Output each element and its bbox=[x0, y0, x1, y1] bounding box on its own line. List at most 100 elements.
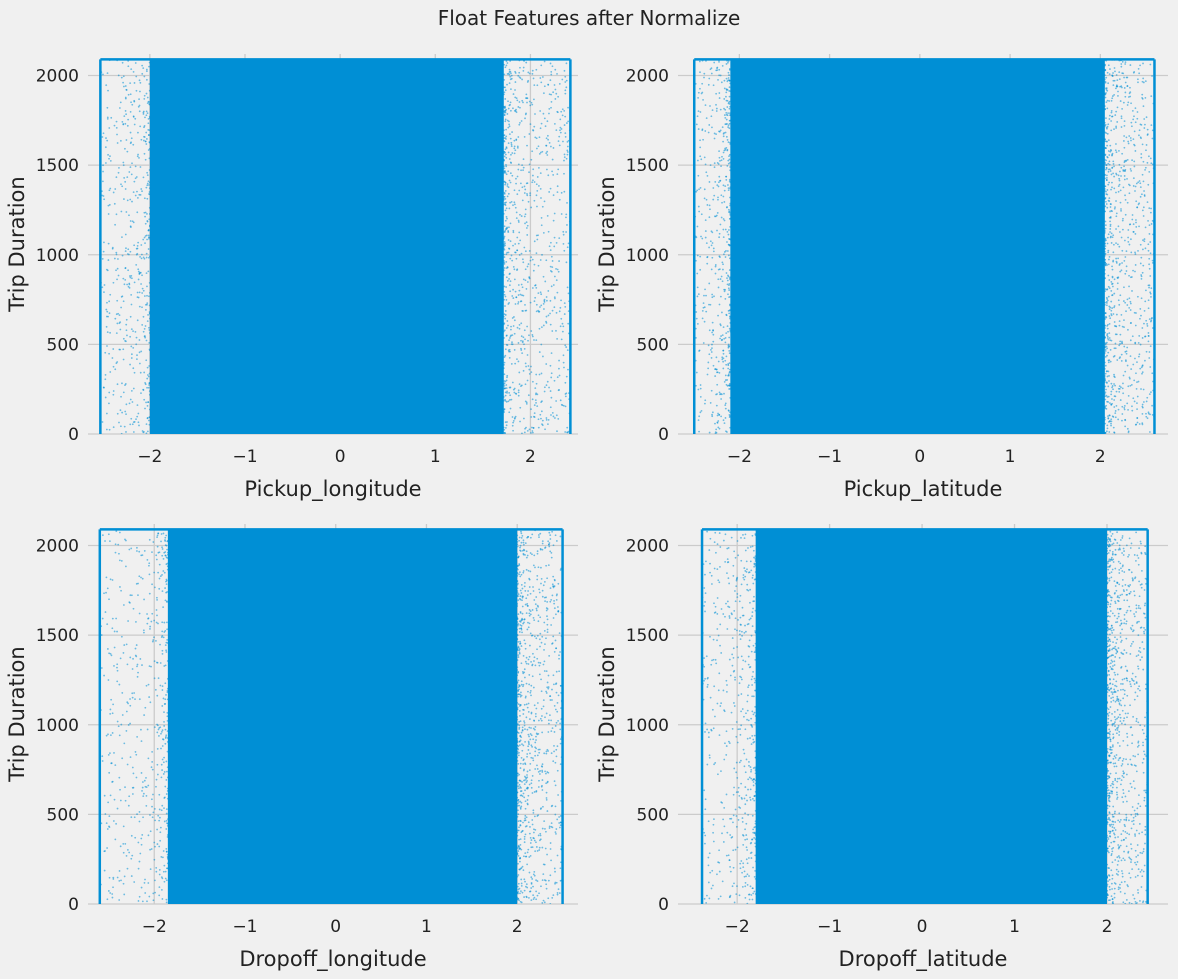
scatter-point bbox=[1114, 87, 1117, 90]
scatter-point bbox=[518, 724, 521, 727]
scatter-point bbox=[130, 357, 133, 359]
scatter-point bbox=[119, 425, 122, 428]
scatter-point bbox=[543, 670, 546, 672]
scatter-point bbox=[556, 701, 559, 704]
scatter-point bbox=[733, 705, 736, 707]
scatter-point bbox=[138, 291, 141, 294]
scatter-point bbox=[540, 64, 543, 67]
scatter-point bbox=[509, 407, 512, 410]
scatter-point bbox=[1109, 148, 1112, 151]
scatter-point bbox=[122, 348, 125, 351]
scatter-point bbox=[719, 337, 721, 340]
scatter-point bbox=[154, 845, 156, 848]
scatter-point bbox=[558, 632, 561, 635]
scatter-point bbox=[707, 731, 710, 734]
scatter-point bbox=[548, 141, 551, 144]
scatter-point bbox=[1136, 361, 1138, 363]
scatter-point bbox=[516, 571, 519, 574]
scatter-point bbox=[504, 120, 507, 123]
scatter-point bbox=[109, 752, 111, 755]
scatter-point bbox=[535, 637, 538, 640]
scatter-point bbox=[540, 224, 543, 227]
scatter-point bbox=[164, 785, 167, 788]
scatter-point bbox=[531, 745, 534, 748]
scatter-point bbox=[144, 706, 147, 709]
scatter-point bbox=[1110, 188, 1112, 191]
scatter-point bbox=[503, 236, 505, 239]
scatter-point bbox=[548, 112, 550, 115]
scatter-point bbox=[747, 788, 749, 791]
scatter-point bbox=[513, 391, 516, 394]
scatter-point bbox=[529, 836, 532, 839]
scatter-point bbox=[118, 531, 121, 534]
scatter-point bbox=[1119, 85, 1122, 88]
scatter-point bbox=[163, 880, 166, 883]
scatter-point bbox=[727, 141, 730, 144]
scatter-point bbox=[1110, 393, 1113, 396]
scatter-point bbox=[1104, 93, 1107, 96]
scatter-point bbox=[540, 293, 543, 296]
scatter-point bbox=[718, 371, 721, 374]
scatter-point bbox=[505, 173, 508, 176]
scatter-point bbox=[1119, 170, 1121, 173]
scatter-point bbox=[722, 539, 725, 542]
scatter-point bbox=[504, 209, 507, 212]
scatter-point bbox=[713, 541, 716, 544]
scatter-point bbox=[161, 689, 164, 691]
scatter-point bbox=[145, 92, 148, 95]
scatter-point bbox=[130, 816, 133, 819]
scatter-point bbox=[705, 294, 707, 297]
scatter-point bbox=[724, 117, 727, 119]
scatter-point bbox=[503, 363, 505, 366]
scatter-point bbox=[526, 799, 529, 801]
scatter-point bbox=[109, 734, 112, 737]
scatter-point bbox=[726, 283, 729, 286]
scatter-point bbox=[533, 599, 536, 601]
scatter-point bbox=[722, 360, 725, 363]
scatter-point bbox=[142, 113, 145, 115]
scatter-point bbox=[148, 423, 151, 426]
scatter-point bbox=[1134, 233, 1137, 235]
scatter-point bbox=[1132, 230, 1135, 233]
scatter-point bbox=[148, 101, 151, 103]
scatter-point bbox=[1109, 68, 1111, 70]
scatter-point bbox=[520, 537, 523, 539]
scatter-point bbox=[1142, 77, 1145, 80]
scatter-point bbox=[113, 630, 116, 633]
scatter-point bbox=[734, 628, 736, 631]
scatter-point bbox=[736, 777, 739, 779]
scatter-point bbox=[695, 317, 698, 320]
scatter-point bbox=[1112, 313, 1115, 315]
scatter-point bbox=[531, 103, 534, 106]
scatter-point bbox=[747, 694, 749, 697]
scatter-point bbox=[525, 855, 528, 858]
scatter-point bbox=[551, 309, 554, 312]
scatter-point bbox=[719, 623, 722, 626]
scatter-point bbox=[546, 601, 549, 603]
scatter-point bbox=[703, 897, 706, 900]
scatter-point bbox=[535, 303, 538, 306]
scatter-point bbox=[1129, 168, 1132, 170]
scatter-point bbox=[107, 315, 109, 318]
scatter-point bbox=[1111, 415, 1114, 418]
scatter-point bbox=[1115, 127, 1118, 129]
scatter-point bbox=[728, 388, 731, 390]
scatter-point bbox=[537, 614, 540, 617]
scatter-point bbox=[728, 244, 731, 247]
scatter-point bbox=[533, 199, 536, 202]
scatter-point bbox=[556, 593, 558, 596]
scatter-point bbox=[521, 286, 524, 289]
scatter-point bbox=[517, 394, 520, 397]
scatter-point bbox=[1127, 394, 1130, 397]
scatter-point bbox=[1119, 201, 1122, 204]
scatter-point bbox=[518, 728, 521, 730]
scatter-point bbox=[147, 784, 150, 787]
scatter-point bbox=[165, 694, 167, 696]
scatter-point bbox=[1115, 200, 1117, 202]
scatter-point bbox=[1109, 170, 1112, 172]
scatter-point bbox=[1144, 166, 1147, 169]
scatter-point bbox=[108, 189, 111, 192]
scatter-point bbox=[1120, 764, 1123, 767]
scatter-point bbox=[158, 845, 161, 848]
scatter-point bbox=[128, 548, 131, 551]
